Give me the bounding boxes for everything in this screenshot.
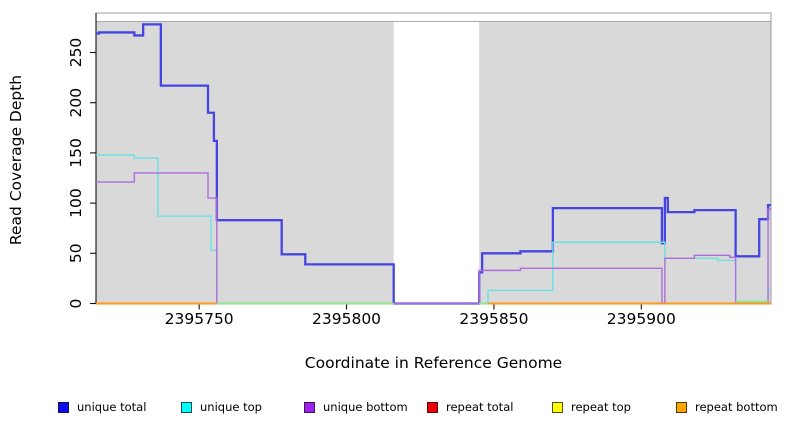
legend-item-repeat-bottom: repeat bottom xyxy=(676,400,778,414)
y-tick-label: 150 xyxy=(67,138,85,168)
y-tick-label: 250 xyxy=(67,38,85,68)
y-tick-label: 200 xyxy=(67,88,85,118)
legend-label: repeat total xyxy=(446,400,514,414)
repeat-top-swatch-icon xyxy=(552,401,563,413)
x-axis-title: Coordinate in Reference Genome xyxy=(304,354,563,372)
y-tick-label: 50 xyxy=(67,243,85,263)
x-tick-label: 2395850 xyxy=(459,310,528,328)
legend-label: unique total xyxy=(77,400,147,414)
unique-total-swatch-icon xyxy=(58,401,69,413)
y-axis-title: Read Coverage Depth xyxy=(7,74,25,246)
legend-item-unique-bottom: unique bottom xyxy=(304,400,408,414)
legend-item-unique-total: unique total xyxy=(58,400,146,414)
repeat-bottom-swatch-icon xyxy=(676,401,687,413)
y-tick-label: 100 xyxy=(67,188,85,218)
legend-label: unique bottom xyxy=(323,400,408,414)
series-unique-bottom-line xyxy=(96,172,771,305)
x-tick-label: 2395750 xyxy=(165,310,234,328)
legend: unique total unique top unique bottom re… xyxy=(0,400,792,420)
legend-item-unique-top: unique top xyxy=(181,400,262,414)
panel-region xyxy=(479,21,771,304)
x-tick-label: 2395800 xyxy=(312,310,381,328)
legend-item-repeat-top: repeat top xyxy=(552,400,631,414)
repeat-total-swatch-icon xyxy=(427,401,438,413)
x-tick-label: 2395900 xyxy=(607,310,676,328)
panel-region xyxy=(96,21,394,304)
y-tick-label: 0 xyxy=(67,299,85,309)
legend-label: unique top xyxy=(200,400,262,414)
unique-top-swatch-icon xyxy=(181,401,192,413)
legend-label: repeat bottom xyxy=(695,400,778,414)
unique-bottom-swatch-icon xyxy=(304,401,315,413)
legend-label: repeat top xyxy=(571,400,631,414)
legend-item-repeat-total: repeat total xyxy=(427,400,513,414)
